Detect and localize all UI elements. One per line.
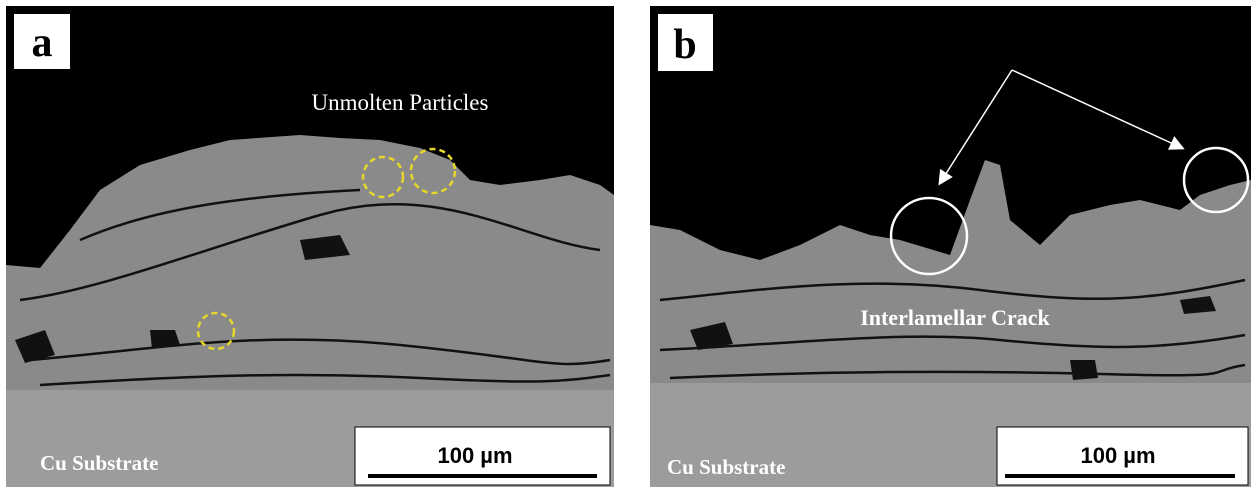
figure: a Unmolten Particles Cu Substrate 100 µm… (0, 0, 1251, 489)
annotation: Interlamellar Crack (860, 305, 1050, 330)
panel-label: a (32, 20, 53, 66)
panel-b-image (650, 6, 1251, 487)
annotation: Unmolten Particles (312, 90, 489, 115)
panel-a-image (6, 6, 614, 487)
scale-bar-text: 100 µm (1080, 443, 1155, 468)
substrate-label: Cu Substrate (40, 451, 158, 475)
panel-label: b (673, 22, 696, 68)
substrate-label: Cu Substrate (667, 455, 785, 479)
scale-bar-text: 100 µm (437, 443, 512, 468)
